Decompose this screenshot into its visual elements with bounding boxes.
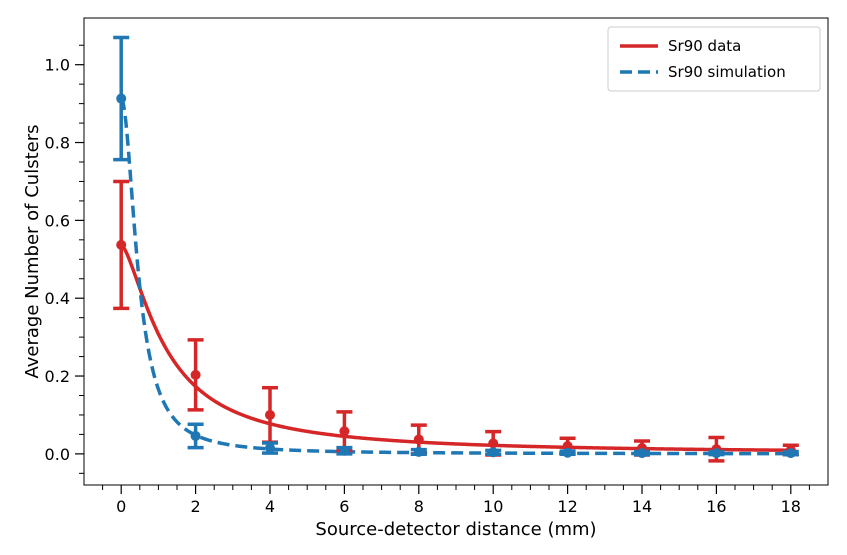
legend: Sr90 data Sr90 simulation [607,26,821,92]
data-point-1 [785,448,796,459]
x-tick-label-0: 0 [116,497,126,516]
data-point-1 [711,448,722,459]
data-point-0 [116,239,127,250]
data-point-1 [190,430,201,441]
data-point-1 [265,443,275,454]
x-tick-label-16: 16 [706,497,726,516]
error-bars-layer [113,35,799,463]
x-tick-label-2: 2 [191,497,201,516]
x-tick-label-12: 12 [557,497,577,516]
data-point-0 [413,434,424,445]
data-point-1 [637,448,647,459]
data-point-1 [488,447,499,458]
data-point-0 [339,426,350,437]
fit-curves-layer [119,97,791,456]
x-tick-labels: 0 2 4 6 8 10 12 14 16 18 [116,497,801,516]
data-point-1 [413,446,424,457]
legend-label-sr90-simulation: Sr90 simulation [668,63,786,81]
axis-ticks-layer [75,44,810,494]
y-tick-label-0.2: 0.2 [45,367,70,386]
y-axis-label: Average Number of Culsters [22,124,43,378]
data-point-1 [116,93,127,104]
data-point-1 [339,445,350,456]
fit-curve-0 [120,243,791,452]
x-tick-label-6: 6 [339,497,349,516]
x-tick-label-14: 14 [632,497,652,516]
y-tick-labels: 0.0 0.2 0.4 0.6 0.8 1.0 [45,56,70,464]
data-point-0 [488,438,499,449]
y-tick-label-0.6: 0.6 [45,211,70,230]
data-point-0 [190,369,201,380]
y-tick-label-0.4: 0.4 [45,289,70,308]
fit-curve-1 [119,97,791,456]
x-tick-label-4: 4 [265,497,275,516]
x-tick-label-10: 10 [483,497,503,516]
x-tick-label-8: 8 [414,497,424,516]
plot-frame [83,17,829,486]
data-point-0 [265,409,275,420]
legend-box [607,26,821,92]
data-point-1 [562,447,573,458]
y-tick-label-0: 0.0 [45,445,70,464]
x-tick-label-18: 18 [781,497,801,516]
y-tick-label-0.8: 0.8 [45,134,70,153]
data-points-layer [116,93,796,459]
x-axis-label: Source-detector distance (mm) [315,519,596,540]
legend-label-sr90-data: Sr90 data [668,37,741,55]
y-tick-label-1: 1.0 [45,56,70,75]
